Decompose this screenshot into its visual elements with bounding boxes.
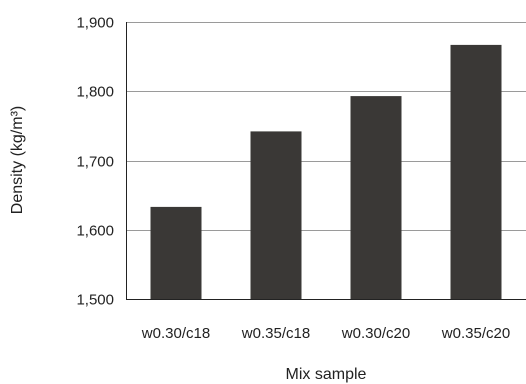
x-tick-labels: w0.30/c18 w0.35/c18 w0.30/c20 w0.35/c20 [141, 325, 510, 342]
bar-w0-35-c20 [450, 44, 502, 300]
bar-layer [150, 44, 502, 300]
bar-w0-30-c20 [350, 96, 402, 299]
x-tick-label: w0.30/c20 [341, 325, 410, 342]
x-tick-label: w0.30/c18 [141, 325, 210, 342]
x-tick-label: w0.35/c20 [441, 325, 510, 342]
x-tick-label: w0.35/c18 [241, 325, 310, 342]
y-tick-label: 1,800 [76, 84, 114, 101]
y-axis-title: Density (kg/m³) [9, 106, 26, 214]
y-tick-label: 1,700 [76, 154, 114, 171]
x-axis-title: Mix sample [286, 366, 367, 383]
y-tick-label: 1,600 [76, 223, 114, 240]
bar-w0-35-c18 [250, 131, 302, 299]
y-tick-label: 1,900 [76, 15, 114, 32]
y-tick-labels: 1,500 1,600 1,700 1,800 1,900 [76, 15, 114, 309]
y-tick-label: 1,500 [76, 292, 114, 309]
bar-w0-30-c18 [150, 206, 202, 299]
axis-layer [126, 22, 526, 300]
